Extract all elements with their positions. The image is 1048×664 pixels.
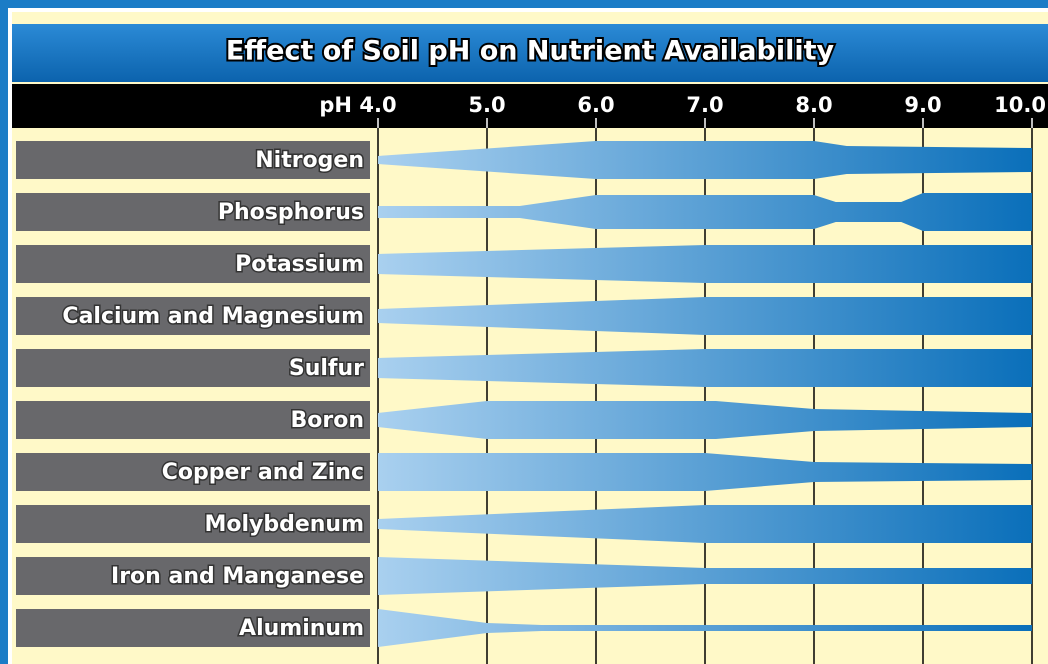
availability-band	[378, 141, 1032, 179]
row-label: Nitrogen	[255, 148, 364, 173]
label-bar	[16, 193, 370, 231]
row-label: Potassium	[235, 252, 364, 277]
label-bar	[16, 245, 370, 283]
label-bar	[16, 505, 370, 543]
row-label: Molybdenum	[204, 512, 364, 537]
label-bar	[16, 141, 370, 179]
x-tick-label: 6.0	[577, 93, 614, 117]
x-tick-label: 8.0	[795, 93, 832, 117]
x-tick-label: 5.0	[468, 93, 505, 117]
availability-band	[378, 505, 1032, 543]
x-tick-label: 4.0	[359, 93, 396, 117]
row-label: Iron and Manganese	[111, 564, 364, 589]
row-label: Calcium and Magnesium	[62, 304, 364, 329]
availability-band	[378, 245, 1032, 283]
row-label: Copper and Zinc	[162, 460, 364, 485]
x-axis-label: pH	[319, 93, 352, 117]
availability-band	[378, 557, 1032, 595]
label-bar	[16, 453, 370, 491]
label-bar	[16, 609, 370, 647]
label-bar	[16, 349, 370, 387]
label-bar	[16, 401, 370, 439]
axis-bar	[12, 84, 1048, 128]
label-bar	[16, 297, 370, 335]
availability-band	[378, 453, 1032, 491]
availability-band	[378, 193, 1032, 231]
row-label: Aluminum	[239, 616, 364, 641]
availability-band	[378, 609, 1032, 647]
label-bar	[16, 557, 370, 595]
row-label: Sulfur	[289, 356, 364, 381]
title-bar	[12, 24, 1048, 82]
row-label: Phosphorus	[218, 200, 364, 225]
row-label: Boron	[290, 408, 364, 433]
availability-band	[378, 401, 1032, 439]
chart-title: Effect of Soil pH on Nutrient Availabili…	[226, 36, 835, 67]
availability-band	[378, 297, 1032, 335]
x-tick-label: 10.0	[994, 93, 1046, 117]
availability-band	[378, 349, 1032, 387]
x-tick-label: 7.0	[686, 93, 723, 117]
x-tick-label: 9.0	[904, 93, 941, 117]
